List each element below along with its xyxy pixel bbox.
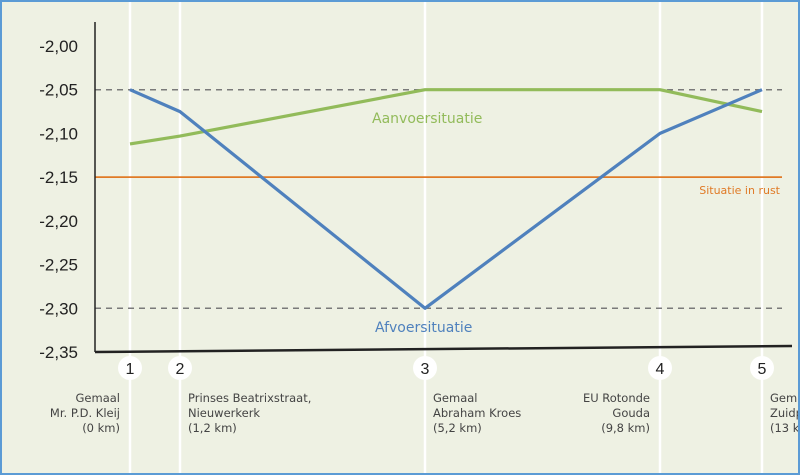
station-label: Nieuwerkerk: [188, 406, 260, 420]
x-axis: [94, 344, 793, 354]
series-line: [129, 88, 763, 310]
station-label: (1,2 km): [188, 421, 237, 435]
y-tick-label: -2,20: [39, 212, 78, 231]
station-label: Gemaal: [433, 391, 477, 405]
station-label: Gemaal: [76, 391, 120, 405]
station-label: Mr. P.D. Kleij: [50, 406, 120, 420]
station-number: 5: [758, 361, 767, 378]
station-label: (9,8 km): [601, 421, 650, 435]
station-label: Gouda: [612, 406, 650, 420]
y-tick-label: -2,05: [39, 81, 78, 100]
y-tick-label: -2,10: [39, 124, 78, 143]
station-marker: [118, 356, 142, 380]
station-number: 2: [176, 361, 185, 378]
series-label: Aanvoersituatie: [372, 111, 482, 127]
station-marker: [168, 356, 192, 380]
station-marker: [413, 356, 437, 380]
station-marker: [648, 356, 672, 380]
station-label: Prinses Beatrixstraat,: [188, 391, 311, 405]
station-label: Zuidplas: [770, 406, 798, 420]
station-label: (13 km): [770, 421, 798, 435]
station-label: Abraham Kroes: [433, 406, 521, 420]
station-number: 1: [126, 361, 135, 378]
reference-line-label: Situatie in rust: [699, 184, 780, 197]
y-tick-label: -2,00: [39, 37, 78, 56]
station-number: 4: [656, 361, 665, 378]
station-label: Gemaal: [770, 391, 798, 405]
station-number: 3: [421, 361, 430, 378]
y-tick-label: -2,15: [39, 168, 78, 187]
station-label: (0 km): [82, 421, 120, 435]
station-marker: [750, 356, 774, 380]
series-label: Afvoersituatie: [375, 320, 472, 336]
y-tick-label: -2,30: [39, 299, 78, 318]
y-tick-label: -2,25: [39, 256, 78, 275]
series-line: [129, 88, 763, 146]
y-tick-label: -2,35: [39, 343, 78, 362]
station-label: EU Rotonde: [583, 391, 650, 405]
station-label: (5,2 km): [433, 421, 482, 435]
